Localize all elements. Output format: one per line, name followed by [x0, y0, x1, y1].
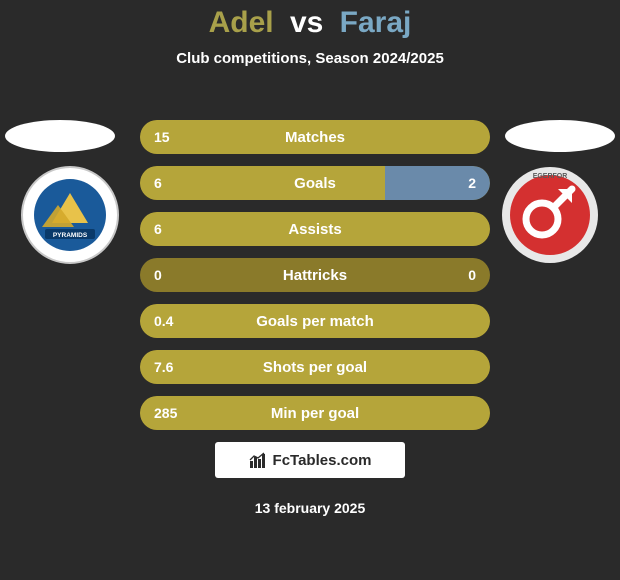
fctables-watermark: FcTables.com [215, 442, 405, 478]
pyramids-fc-logo-icon: PYRAMIDS [20, 165, 120, 265]
stat-label: Matches [140, 120, 490, 154]
stat-row: 0.4Goals per match [140, 304, 490, 338]
subtitle: Club competitions, Season 2024/2025 [0, 50, 620, 67]
stats-bars-container: 15Matches 62Goals 6Assists 00Hattricks 0.4Go… [140, 120, 490, 442]
svg-text:EGERFOR: EGERFOR [533, 173, 568, 180]
stat-row: 00Hattricks [140, 258, 490, 292]
player1-shadow-ellipse [5, 120, 115, 152]
stat-label: Goals [140, 166, 490, 200]
stat-label: Min per goal [140, 396, 490, 430]
stat-label: Assists [140, 212, 490, 246]
stat-label: Goals per match [140, 304, 490, 338]
player2-club-badge: EGERFOR [500, 165, 600, 265]
stat-row: 6Assists [140, 212, 490, 246]
chart-bars-icon [249, 451, 267, 469]
player2-name: Faraj [340, 6, 412, 39]
stat-row: 62Goals [140, 166, 490, 200]
vs-label: vs [290, 6, 323, 39]
svg-text:PYRAMIDS: PYRAMIDS [53, 232, 88, 239]
stat-row: 7.6Shots per goal [140, 350, 490, 384]
stat-label: Shots per goal [140, 350, 490, 384]
player1-name: Adel [209, 6, 274, 39]
player2-shadow-ellipse [505, 120, 615, 152]
stat-label: Hattricks [140, 258, 490, 292]
degerfors-if-logo-icon: EGERFOR [500, 165, 600, 265]
watermark-text: FcTables.com [273, 452, 372, 469]
snapshot-date: 13 february 2025 [0, 500, 620, 516]
stat-row: 285Min per goal [140, 396, 490, 430]
player1-club-badge: PYRAMIDS [20, 165, 120, 265]
comparison-title: Adel vs Faraj [0, 0, 620, 40]
stat-row: 15Matches [140, 120, 490, 154]
